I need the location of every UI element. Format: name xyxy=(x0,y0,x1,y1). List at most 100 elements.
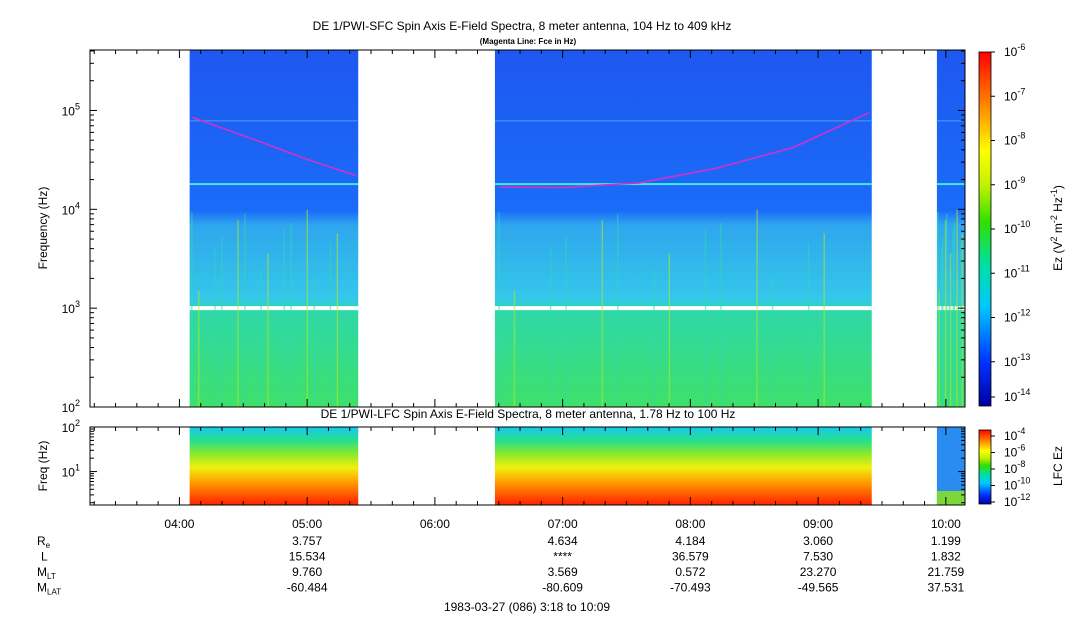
time-tick-label: 05:00 xyxy=(292,517,322,531)
sfc-emission-streak xyxy=(956,209,958,407)
sfc-emission-streak xyxy=(720,222,722,407)
ephemeris-value: 37.531 xyxy=(927,581,964,595)
tick-exponent: -10 xyxy=(1017,476,1030,486)
time-tick-label: 07:00 xyxy=(548,517,578,531)
tick-base: 10 xyxy=(1004,495,1018,509)
sfc-colorbar: 10-1410-1310-1210-1110-1010-910-810-710-… xyxy=(978,42,1065,407)
sfc-emission-streak xyxy=(668,253,671,407)
sfc-emission-streak xyxy=(960,242,962,407)
sfc-emission-streak xyxy=(941,247,943,407)
ephemeris-value: -80.609 xyxy=(542,581,583,595)
tick-exponent: -8 xyxy=(1017,131,1025,141)
sfc-emission-streak xyxy=(283,229,285,407)
sfc-cyan-line xyxy=(189,183,359,186)
label-part: Ez (V xyxy=(1051,242,1065,271)
lfc-data-block xyxy=(494,427,872,505)
row-label-main: L xyxy=(41,550,48,564)
sfc-band-gap xyxy=(189,306,359,311)
sfc-cyan-line xyxy=(494,183,872,186)
sfc-band-gap xyxy=(494,306,872,311)
row-label-main: M xyxy=(37,581,47,595)
label-exponent: -2 xyxy=(1049,215,1059,223)
tick-exponent: -12 xyxy=(1017,308,1030,318)
footer-date: 1983-03-27 (086) 3:18 to 10:09 xyxy=(444,600,610,614)
fce-magenta-line xyxy=(191,111,870,189)
tick-base: 10 xyxy=(1004,178,1018,192)
tick-exponent: -6 xyxy=(1017,443,1025,453)
label-part: m xyxy=(1051,223,1065,236)
ephemeris-value: 4.634 xyxy=(548,534,578,548)
lfc-colorbar-scale xyxy=(978,429,992,505)
tick-exponent: -11 xyxy=(1017,263,1029,273)
sfc-colorbar-tick-label: 10-12 xyxy=(1004,308,1030,325)
sfc-emission-streak xyxy=(937,211,939,407)
sfc-emission-streak xyxy=(961,233,963,407)
time-tick-label: 06:00 xyxy=(420,517,450,531)
lfc-colorbar-label: LFC Ez xyxy=(1051,446,1065,486)
sfc-y-tick-label: 104 xyxy=(62,200,80,217)
tick-base: 10 xyxy=(1004,390,1018,404)
tick-base: 10 xyxy=(62,401,76,415)
tick-exponent: -14 xyxy=(1017,387,1030,397)
tick-base: 10 xyxy=(62,104,76,118)
lfc-y-tick-label: 101 xyxy=(62,463,80,480)
sfc-emission-streak xyxy=(617,214,619,407)
row-label-main: M xyxy=(37,565,47,579)
sfc-emission-streak xyxy=(260,268,262,407)
sfc-emission-streak xyxy=(808,242,810,407)
sfc-title: DE 1/PWI-SFC Spin Axis E-Field Spectra, … xyxy=(313,19,732,33)
sfc-emission-streak xyxy=(653,268,655,407)
lfc-data-block xyxy=(189,427,359,505)
label-part: Hz xyxy=(1051,197,1065,215)
tick-base: 10 xyxy=(1004,134,1018,148)
tick-base: 10 xyxy=(1004,266,1018,280)
ephemeris-table: Re 3.757 4.634 4.184 3.060 1.199 L 15.534 **** 36… xyxy=(37,534,965,597)
ephemeris-value: -60.484 xyxy=(287,581,328,595)
tick-base: 10 xyxy=(1004,355,1018,369)
ephemeris-value: -49.565 xyxy=(798,581,839,595)
sfc-colorbar-tick-label: 10-7 xyxy=(1004,86,1025,103)
sfc-emission-streak xyxy=(244,214,246,407)
sfc-colorbar-tick-label: 10-14 xyxy=(1004,387,1030,404)
sfc-emission-streak xyxy=(336,233,339,407)
row-label-subscript: e xyxy=(46,541,51,550)
ephemeris-row-label: MLT xyxy=(37,565,56,581)
lfc-plot-frame xyxy=(89,426,966,506)
sfc-emission-streak xyxy=(329,242,332,407)
sfc-band-stripe xyxy=(494,120,872,122)
sfc-colorbar-tick-label: 10-13 xyxy=(1004,352,1030,369)
tick-exponent: -8 xyxy=(1017,459,1025,469)
ephemeris-value: 3.757 xyxy=(292,534,322,548)
time-tick-label: 10:00 xyxy=(931,517,961,531)
ephemeris-row-label: L xyxy=(41,550,48,564)
sfc-emission-streak xyxy=(948,268,951,407)
tick-exponent: 2 xyxy=(75,418,80,428)
ephemeris-value: 7.530 xyxy=(803,550,833,564)
tick-exponent: 5 xyxy=(75,101,80,111)
sfc-emission-streak xyxy=(949,253,952,407)
tick-exponent: 1 xyxy=(75,463,80,473)
tick-base: 10 xyxy=(1004,45,1018,59)
sfc-emission-streak xyxy=(823,233,825,407)
ephemeris-value: 9.760 xyxy=(292,565,322,579)
tick-exponent: -7 xyxy=(1017,86,1025,96)
tick-base: 10 xyxy=(1004,89,1018,103)
sfc-emission-streak xyxy=(513,290,516,407)
fce-line-segment xyxy=(191,116,356,177)
sfc-y-tick-label: 103 xyxy=(62,299,80,316)
sfc-y-tick-label: 105 xyxy=(62,101,80,118)
sfc-y-axis-label: Frequency (Hz) xyxy=(36,187,50,270)
sfc-colorbar-label: Ez (V2 m-2 Hz-1) xyxy=(1049,185,1065,271)
row-label-subscript: LT xyxy=(47,572,56,581)
time-axis: 04:00 05:00 06:00 07:00 08:00 09:00 10:00 xyxy=(93,50,961,531)
sfc-colorbar-scale xyxy=(978,51,992,407)
lfc-colorbar-tick-label: 10-4 xyxy=(1004,426,1025,443)
ephemeris-value: 23.270 xyxy=(800,565,837,579)
label-exponent: -1 xyxy=(1049,189,1059,197)
tick-exponent: 2 xyxy=(75,398,80,408)
tick-exponent: -9 xyxy=(1017,175,1025,185)
time-tick-label: 09:00 xyxy=(803,517,833,531)
